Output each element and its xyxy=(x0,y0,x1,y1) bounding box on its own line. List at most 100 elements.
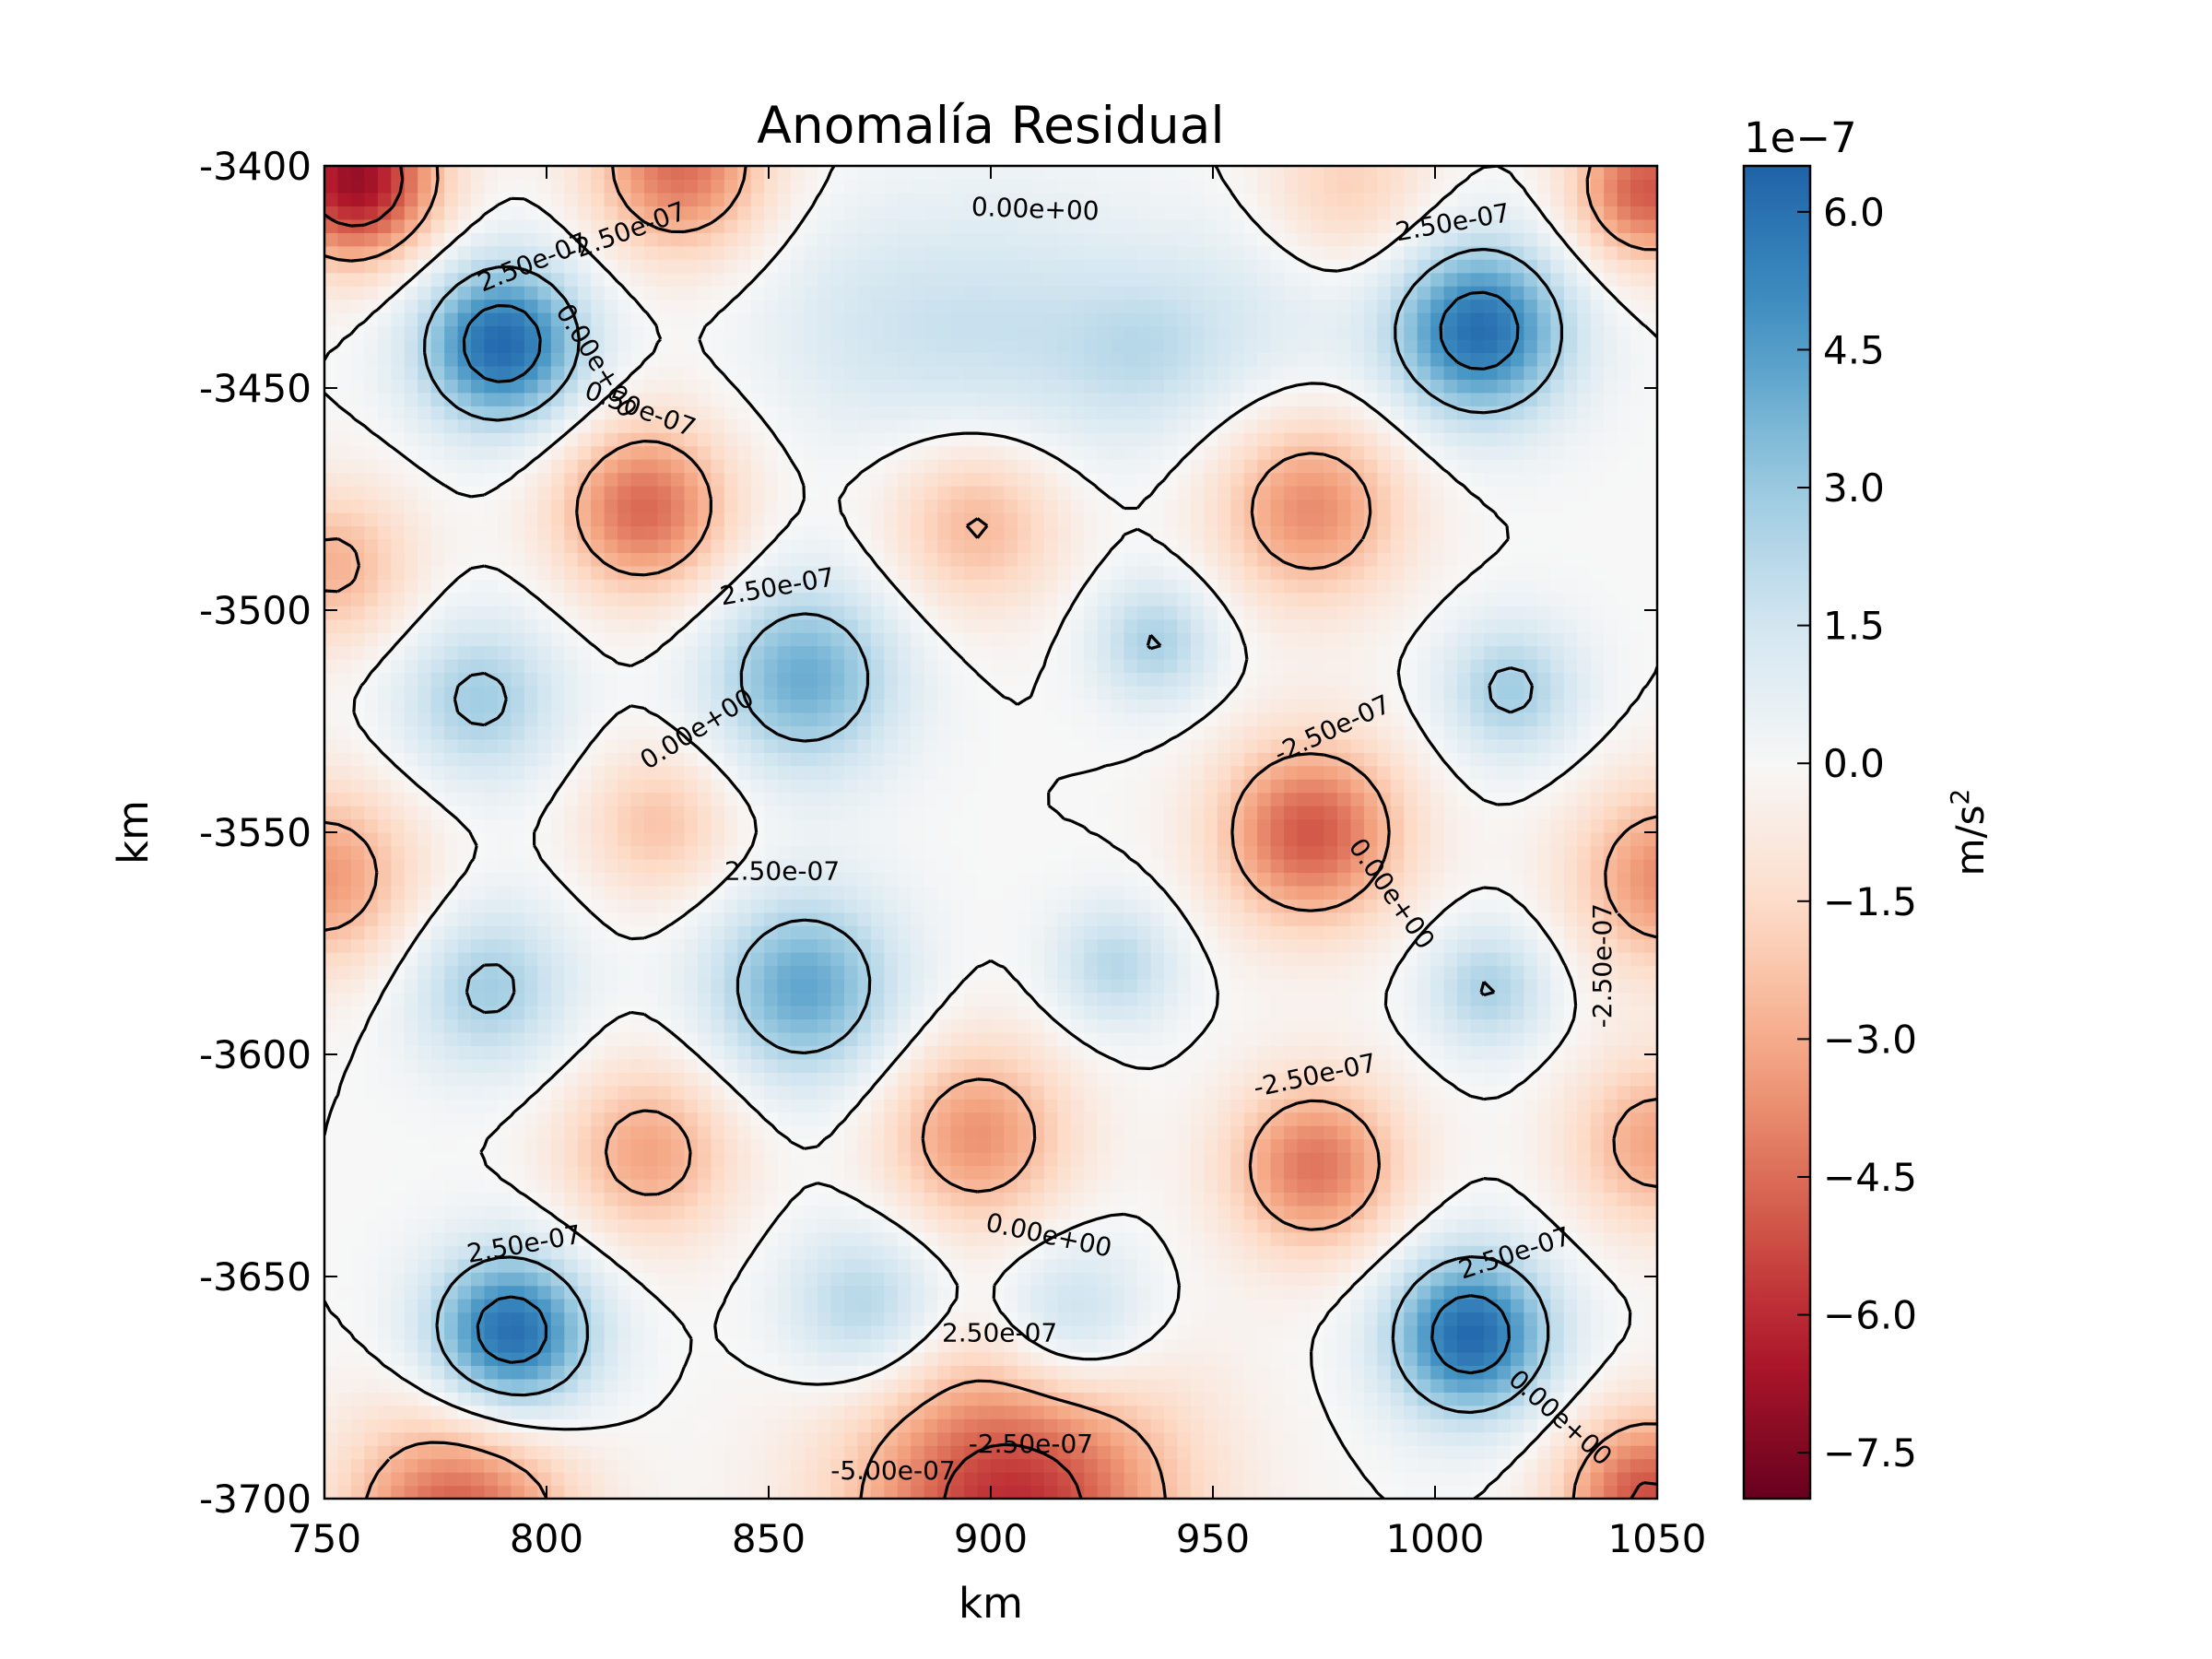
heatmap-cell xyxy=(937,1431,952,1446)
heatmap-cell xyxy=(1484,1178,1499,1194)
heatmap-cell xyxy=(537,1045,552,1060)
heatmap-cell xyxy=(430,872,445,887)
heatmap-cell xyxy=(1297,1351,1312,1366)
heatmap-cell xyxy=(1617,1005,1631,1020)
heatmap-cell xyxy=(1150,845,1165,860)
heatmap-cell xyxy=(818,1458,832,1473)
heatmap-cell xyxy=(1230,899,1245,913)
heatmap-cell xyxy=(1177,1485,1192,1499)
heatmap-cell xyxy=(818,1272,832,1287)
heatmap-cell xyxy=(1497,965,1512,980)
heatmap-cell xyxy=(830,1431,845,1446)
heatmap-cell xyxy=(337,1405,352,1419)
heatmap-cell xyxy=(1377,1458,1392,1473)
heatmap-cell xyxy=(1577,1085,1592,1100)
heatmap-cell xyxy=(1084,925,1099,940)
heatmap-cell xyxy=(591,1072,606,1087)
heatmap-cell xyxy=(418,845,432,860)
heatmap-cell xyxy=(991,832,1006,847)
heatmap-cell xyxy=(484,912,499,926)
heatmap-cell xyxy=(1070,1405,1085,1419)
heatmap-cell xyxy=(364,1072,379,1087)
heatmap-cell xyxy=(924,1058,938,1073)
heatmap-cell xyxy=(1377,1245,1392,1260)
heatmap-cell xyxy=(1150,1312,1165,1326)
heatmap-cell xyxy=(1097,1299,1112,1313)
heatmap-cell xyxy=(1177,979,1192,994)
heatmap-cell xyxy=(750,1431,765,1446)
heatmap-cell xyxy=(497,858,512,873)
heatmap-cell xyxy=(1311,1165,1325,1180)
heatmap-cell xyxy=(1243,979,1258,994)
heatmap-cell xyxy=(964,938,979,953)
heatmap-cell xyxy=(418,1445,432,1460)
heatmap-cell xyxy=(1350,1138,1365,1153)
heatmap-cell xyxy=(897,872,912,887)
heatmap-cell xyxy=(1536,979,1551,994)
heatmap-cell xyxy=(1350,1299,1365,1313)
heatmap-cell xyxy=(1177,832,1192,847)
heatmap-cell xyxy=(1111,938,1125,953)
heatmap-cell xyxy=(1124,1312,1138,1326)
heatmap-cell xyxy=(991,1392,1006,1406)
heatmap-cell xyxy=(1070,1112,1085,1126)
heatmap-cell xyxy=(1230,979,1245,994)
heatmap-cell xyxy=(1497,1125,1512,1140)
heatmap-cell xyxy=(804,1165,818,1180)
heatmap-cell xyxy=(1536,899,1551,913)
heatmap-cell xyxy=(897,1178,912,1194)
heatmap-cell xyxy=(1390,1005,1405,1020)
heatmap-cell xyxy=(471,1218,486,1233)
heatmap-cell xyxy=(1057,1312,1072,1326)
heatmap-cell xyxy=(711,1018,725,1033)
heatmap-cell xyxy=(630,1472,645,1487)
heatmap-cell xyxy=(484,1431,499,1446)
heatmap-cell xyxy=(1163,1405,1179,1419)
heatmap-cell xyxy=(391,1258,406,1273)
heatmap-cell xyxy=(630,1085,645,1100)
heatmap-cell xyxy=(618,938,632,953)
heatmap-cell xyxy=(750,912,765,926)
heatmap-cell xyxy=(1150,1178,1165,1194)
heatmap-cell xyxy=(750,1405,765,1419)
heatmap-cell xyxy=(577,1392,592,1406)
heatmap-cell xyxy=(337,992,352,1006)
heatmap-cell xyxy=(524,1031,538,1046)
heatmap-cell xyxy=(750,1192,765,1206)
heatmap-cell xyxy=(497,1312,512,1326)
heatmap-cell xyxy=(791,1018,806,1033)
heatmap-cell xyxy=(977,1058,992,1073)
heatmap-cell xyxy=(1590,872,1605,887)
heatmap-cell xyxy=(1404,858,1418,873)
heatmap-cell xyxy=(991,858,1006,873)
heatmap-cell xyxy=(657,858,672,873)
heatmap-cell xyxy=(471,1299,486,1313)
heatmap-cell xyxy=(377,1245,392,1260)
heatmap-cell xyxy=(364,1218,379,1233)
heatmap-cell xyxy=(1297,1031,1312,1046)
heatmap-cell xyxy=(737,1178,752,1194)
heatmap-cell xyxy=(1043,925,1058,940)
heatmap-cell xyxy=(618,872,632,887)
heatmap-cell xyxy=(924,1192,938,1206)
heatmap-cell xyxy=(1111,992,1125,1006)
heatmap-cell xyxy=(1404,965,1418,980)
heatmap-cell xyxy=(1217,1112,1231,1126)
heatmap-cell xyxy=(1617,1178,1631,1194)
heatmap-cell xyxy=(1604,1085,1618,1100)
heatmap-cell xyxy=(1084,1365,1099,1380)
heatmap-cell xyxy=(497,1218,512,1233)
heatmap-cell xyxy=(1163,1138,1179,1153)
heatmap-cell xyxy=(1124,1005,1138,1020)
heatmap-cell xyxy=(511,858,525,873)
heatmap-cell xyxy=(511,1378,525,1393)
heatmap-cell xyxy=(1536,1152,1551,1167)
heatmap-cell xyxy=(697,925,712,940)
heatmap-cell xyxy=(418,1351,432,1366)
heatmap-cell xyxy=(1417,1285,1431,1300)
heatmap-cell xyxy=(564,1458,579,1473)
heatmap-cell xyxy=(1070,1392,1085,1406)
heatmap-cell xyxy=(1284,1178,1299,1194)
heatmap-cell xyxy=(577,845,592,860)
heatmap-cell xyxy=(418,965,432,980)
